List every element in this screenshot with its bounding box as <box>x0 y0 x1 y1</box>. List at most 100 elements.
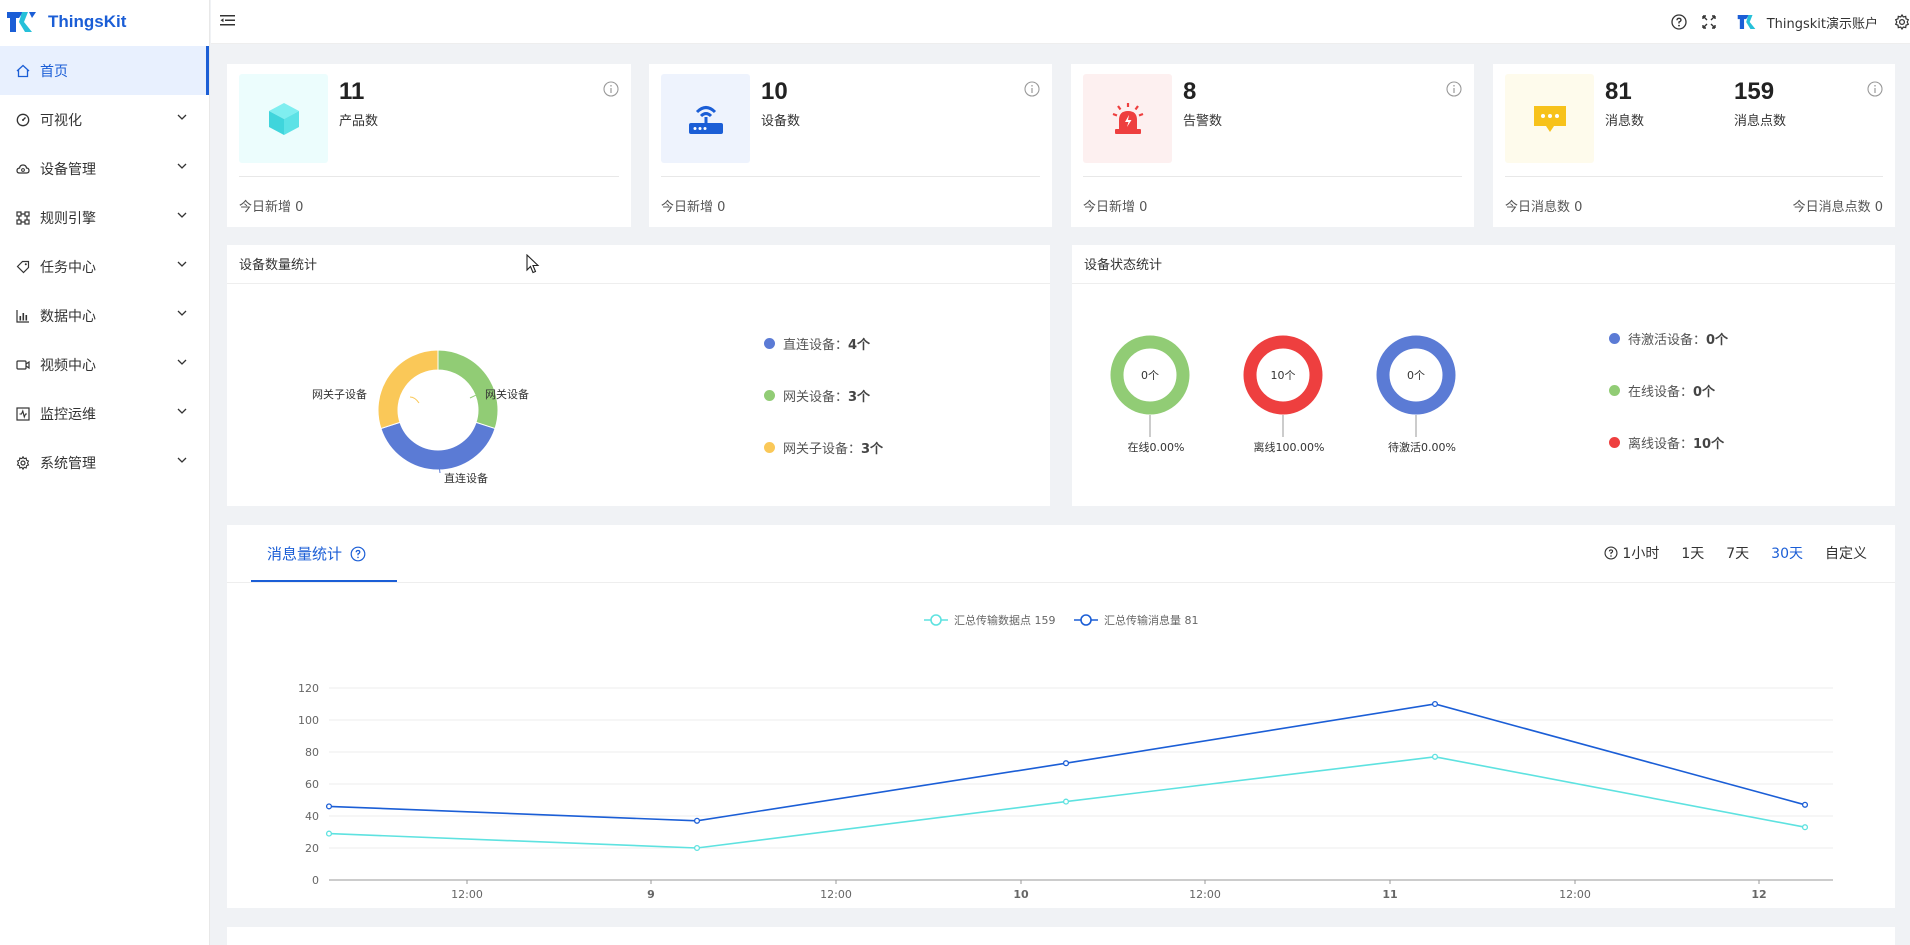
donut-label-gateway-sub: 网关子设备 <box>312 387 367 401</box>
range-option[interactable]: 自定义 <box>1825 546 1867 562</box>
stat-card-alarm: 8 告警数 今日新增 0 <box>1071 64 1474 227</box>
legend-marker[interactable] <box>1080 614 1092 626</box>
panel-title: 设备状态统计 <box>1084 258 1163 273</box>
y-tick-label: 60 <box>305 778 319 791</box>
donut-slice[interactable] <box>377 349 439 430</box>
info-icon[interactable] <box>1867 81 1883 97</box>
info-icon[interactable] <box>1024 81 1040 97</box>
menu-fold-icon[interactable] <box>220 14 235 27</box>
legend-label[interactable]: 汇总传输数据点 159 <box>954 613 1056 627</box>
info-icon[interactable] <box>1446 81 1462 97</box>
product-count: 11 <box>339 78 365 105</box>
sidebar-item-video-center[interactable]: 视频中心 <box>0 340 209 389</box>
settings-icon[interactable] <box>1894 14 1910 30</box>
app-name: ThingsKit <box>48 12 127 31</box>
divider <box>1083 176 1462 177</box>
sidebar-item-label: 首页 <box>40 63 68 80</box>
donut-slice[interactable] <box>380 421 496 471</box>
legend-name: 离线设备： <box>1628 437 1694 452</box>
chart-icon <box>16 309 29 323</box>
y-tick-label: 0 <box>312 874 319 887</box>
data-point[interactable] <box>325 830 333 837</box>
status-ring[interactable] <box>1376 335 1456 415</box>
x-tick-label: 12:00 <box>451 888 483 901</box>
user-name[interactable]: Thingskit演示账户 <box>1766 16 1878 32</box>
sidebar-item-monitoring[interactable]: 监控运维 <box>0 389 209 438</box>
legend-item: 离线设备： 10个 <box>1609 433 1724 452</box>
range-option[interactable]: 1天 <box>1681 546 1705 562</box>
alarm-today-new: 今日新增 0 <box>1083 200 1148 215</box>
legend-value: 10个 <box>1693 437 1725 452</box>
legend-name: 待激活设备： <box>1628 333 1707 348</box>
range-option[interactable]: 30天 <box>1771 546 1803 562</box>
data-point[interactable] <box>325 803 333 810</box>
data-point[interactable] <box>693 844 701 852</box>
divider <box>227 582 1895 583</box>
data-point[interactable] <box>1431 753 1439 760</box>
product-count-label: 产品数 <box>339 114 379 129</box>
tab-underline <box>251 580 397 582</box>
message-line-chart: 0 20 40 60 80 100 120 12:00 9 12:00 10 12:00 11 12:00… <box>298 613 1833 901</box>
sidebar-item-visualization[interactable]: 可视化 <box>0 95 209 144</box>
tab-message-stats[interactable]: 消息量统计 <box>267 543 366 564</box>
range-option[interactable]: 7天 <box>1726 546 1750 562</box>
panel-title: 设备数量统计 <box>239 258 318 273</box>
x-tick-label: 11 <box>1382 888 1397 901</box>
label-line <box>409 396 420 404</box>
sidebar-item-label: 系统管理 <box>40 455 96 472</box>
divider <box>1072 283 1895 284</box>
status-ring[interactable] <box>1110 335 1190 415</box>
legend-dot <box>1609 437 1620 448</box>
device-today-new: 今日新增 0 <box>661 200 726 215</box>
divider <box>239 176 619 177</box>
device-type-donut: 网关子设备 网关设备 直连设备 <box>312 349 529 485</box>
sidebar-item-home[interactable]: 首页 <box>0 46 209 95</box>
chevron-down-icon <box>177 359 187 365</box>
legend-value: 3个 <box>861 442 884 457</box>
fullscreen-icon[interactable] <box>1701 14 1717 30</box>
x-tick-label: 12:00 <box>1189 888 1221 901</box>
legend-dot <box>1609 333 1620 344</box>
message-today-count: 今日消息数 0 <box>1505 200 1583 215</box>
alarm-siren-icon <box>1083 74 1172 163</box>
data-point[interactable] <box>1062 760 1070 767</box>
x-tick-label: 12:00 <box>1559 888 1591 901</box>
y-tick-label: 80 <box>305 746 319 759</box>
sidebar-item-device-management[interactable]: 设备管理 <box>0 144 209 193</box>
help-icon[interactable] <box>1604 546 1618 560</box>
status-ring-value: 10个 <box>1271 369 1296 382</box>
data-point[interactable] <box>1431 700 1439 708</box>
data-point[interactable] <box>1062 798 1070 805</box>
chevron-down-icon <box>177 114 187 120</box>
stat-card-device: 10 设备数 今日新增 0 <box>649 64 1052 227</box>
user-avatar-icon[interactable] <box>1737 13 1761 31</box>
legend-label[interactable]: 汇总传输消息量 81 <box>1104 613 1199 627</box>
sidebar-item-system-management[interactable]: 系统管理 <box>0 438 209 487</box>
status-ring[interactable] <box>1243 335 1323 415</box>
info-icon[interactable] <box>603 81 619 97</box>
device-count: 10 <box>761 78 788 105</box>
range-option[interactable]: 1小时 <box>1622 546 1660 562</box>
sidebar-item-task-center[interactable]: 任务中心 <box>0 242 209 291</box>
sidebar-menu: 首页可视化设备管理 规则引擎 任务中心 数据中心 视频中心 监控运维系统管理 <box>0 46 209 487</box>
status-ring-caption: 在线0.00% <box>1128 440 1185 454</box>
logo[interactable]: ThingsKit <box>0 0 209 44</box>
y-tick-label: 40 <box>305 810 319 823</box>
sidebar-item-rule-engine[interactable]: 规则引擎 <box>0 193 209 242</box>
divider <box>227 283 1050 284</box>
data-point[interactable] <box>1801 824 1809 831</box>
x-tick-label: 12 <box>1751 888 1766 901</box>
donut-label-direct: 直连设备 <box>444 471 488 485</box>
legend-value: 0个 <box>1693 385 1716 400</box>
sidebar-item-label: 可视化 <box>40 112 82 129</box>
data-point[interactable] <box>1801 801 1809 808</box>
top-header: Thingskit演示账户 <box>211 0 1910 44</box>
device-status-panel: 设备状态统计 0个 在线0.00% 10个 离线100.00% 0个 待激活0.00% 待… <box>1072 245 1895 506</box>
sidebar-item-data-center[interactable]: 数据中心 <box>0 291 209 340</box>
chevron-down-icon <box>177 261 187 267</box>
legend-marker[interactable] <box>930 614 942 626</box>
help-icon[interactable] <box>1671 14 1687 30</box>
data-point[interactable] <box>693 817 701 824</box>
help-icon[interactable] <box>350 546 366 562</box>
label-line <box>438 458 441 474</box>
